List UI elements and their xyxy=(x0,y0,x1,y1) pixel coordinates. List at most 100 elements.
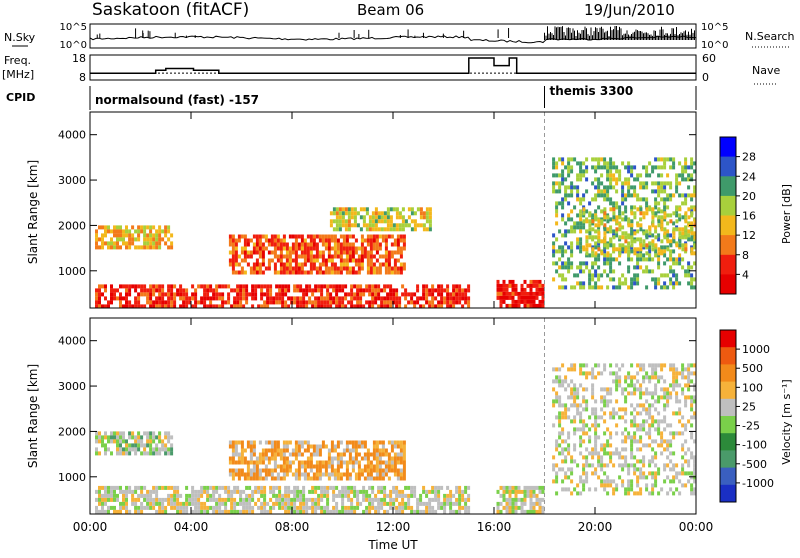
power-echo-cell xyxy=(125,292,128,297)
velocity-echo-cell xyxy=(594,415,598,420)
velocity-echo-cell xyxy=(642,427,646,432)
velocity-echo-cell xyxy=(636,427,640,432)
power-echo-cell xyxy=(173,292,177,297)
velocity-echo-cell xyxy=(440,485,444,490)
power-echo-cell xyxy=(354,238,358,243)
power-echo-cell xyxy=(434,296,438,301)
power-colorbar-tick-label: 24 xyxy=(742,170,756,183)
velocity-echo-cell xyxy=(233,497,237,502)
power-echo-cell xyxy=(561,273,565,278)
power-echo-cell xyxy=(333,254,337,259)
velocity-echo-cell xyxy=(639,411,643,416)
velocity-echo-cell xyxy=(330,440,334,445)
velocity-echo-cell xyxy=(402,448,406,453)
velocity-echo-cell xyxy=(233,501,237,506)
velocity-echo-cell xyxy=(660,439,664,444)
power-echo-cell xyxy=(167,288,171,293)
power-echo-cell xyxy=(663,227,667,232)
power-echo-cell xyxy=(335,207,339,212)
velocity-echo-cell xyxy=(272,501,276,506)
velocity-echo-cell xyxy=(113,435,116,440)
velocity-echo-cell xyxy=(233,505,237,510)
velocity-echo-cell xyxy=(663,403,667,408)
velocity-echo-cell xyxy=(149,435,153,440)
velocity-echo-cell xyxy=(326,501,330,506)
power-echo-cell xyxy=(600,219,604,224)
velocity-echo-cell xyxy=(345,440,349,445)
power-echo-cell xyxy=(396,242,400,247)
velocity-echo-cell xyxy=(137,497,141,502)
power-echo-cell xyxy=(678,281,682,286)
power-echo-cell xyxy=(372,242,376,247)
velocity-echo-cell xyxy=(558,379,562,384)
velocity-echo-cell xyxy=(648,471,652,476)
power-echo-cell xyxy=(582,169,586,174)
power-echo-cell xyxy=(624,277,628,282)
velocity-echo-cell xyxy=(579,427,583,432)
velocity-echo-cell xyxy=(585,407,589,412)
power-echo-cell xyxy=(666,205,670,210)
velocity-echo-cell xyxy=(116,509,119,514)
velocity-echo-cell xyxy=(194,497,198,502)
velocity-echo-cell xyxy=(143,505,147,510)
velocity-echo-cell xyxy=(137,435,141,440)
velocity-echo-cell xyxy=(603,411,607,416)
power-echo-cell xyxy=(693,231,696,236)
velocity-colorbar-tick-label: -100 xyxy=(742,439,767,452)
power-echo-cell xyxy=(591,157,595,162)
power-echo-cell xyxy=(603,239,607,244)
power-echo-cell xyxy=(561,261,565,266)
power-echo-cell xyxy=(526,291,530,296)
power-echo-cell xyxy=(273,270,277,275)
power-echo-cell xyxy=(372,246,376,251)
power-echo-cell xyxy=(285,254,289,259)
velocity-echo-cell xyxy=(588,487,592,492)
power-echo-cell xyxy=(657,207,661,212)
velocity-echo-cell xyxy=(690,415,694,420)
power-echo-cell xyxy=(167,225,171,230)
velocity-echo-cell xyxy=(499,501,503,506)
velocity-echo-cell xyxy=(257,489,261,494)
velocity-echo-cell xyxy=(642,403,646,408)
power-echo-cell xyxy=(437,284,441,289)
power-echo-cell xyxy=(146,245,150,250)
velocity-echo-cell xyxy=(260,493,264,498)
velocity-echo-cell xyxy=(582,487,586,492)
power-echo-cell xyxy=(455,284,459,289)
velocity-echo-cell xyxy=(393,460,397,465)
velocity-echo-cell xyxy=(684,451,688,456)
power-echo-cell xyxy=(526,283,530,288)
power-echo-cell xyxy=(633,247,637,252)
velocity-echo-cell xyxy=(173,493,177,498)
power-echo-cell xyxy=(131,284,135,289)
power-echo-cell xyxy=(143,237,147,242)
velocity-echo-cell xyxy=(639,423,643,428)
velocity-echo-cell xyxy=(390,448,394,453)
power-colorbar-label: Power [dB] xyxy=(780,184,793,244)
velocity-echo-cell xyxy=(458,485,462,490)
velocity-echo-cell xyxy=(194,493,198,498)
velocity-echo-cell xyxy=(341,497,345,502)
velocity-echo-cell xyxy=(532,485,536,490)
velocity-echo-cell xyxy=(378,472,382,477)
velocity-echo-cell xyxy=(564,475,568,480)
velocity-echo-cell xyxy=(272,505,276,510)
velocity-echo-cell xyxy=(681,483,685,488)
velocity-echo-cell xyxy=(582,395,586,400)
velocity-echo-cell xyxy=(419,501,423,506)
velocity-echo-cell xyxy=(116,435,119,440)
power-echo-cell xyxy=(237,238,241,243)
power-echo-cell xyxy=(332,296,336,301)
velocity-echo-cell xyxy=(393,444,397,449)
power-echo-cell xyxy=(594,235,598,240)
power-echo-cell xyxy=(651,223,655,228)
power-echo-cell xyxy=(231,254,235,259)
velocity-echo-cell xyxy=(302,485,306,490)
velocity-echo-cell xyxy=(693,395,696,400)
velocity-echo-cell xyxy=(215,501,219,506)
power-echo-cell xyxy=(236,300,240,305)
velocity-echo-cell xyxy=(594,467,598,472)
velocity-echo-cell xyxy=(134,509,138,514)
velocity-echo-cell xyxy=(324,468,328,473)
velocity-echo-cell xyxy=(413,489,417,494)
